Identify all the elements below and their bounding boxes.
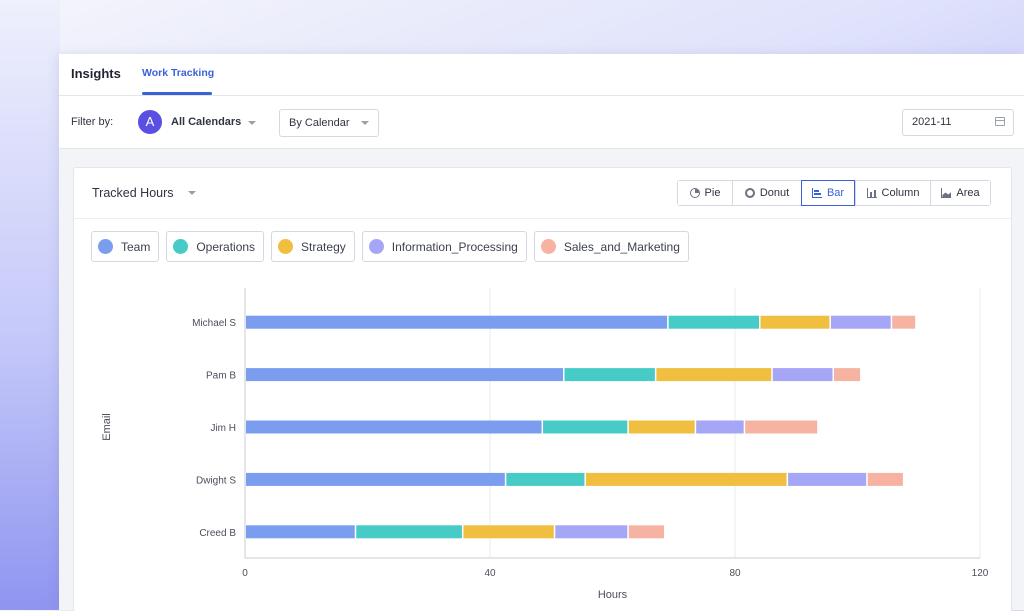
bar-segment <box>628 525 665 539</box>
chart-type-column[interactable]: Column <box>855 181 930 205</box>
y-tick-label: Creed B <box>199 528 236 539</box>
app-window: Insights Work Tracking Filter by: A All … <box>59 54 1024 611</box>
pie-chart-icon <box>689 188 700 198</box>
y-tick-label: Jim H <box>210 423 236 434</box>
legend-swatch <box>278 239 294 254</box>
y-tick-label: Pam B <box>206 371 236 382</box>
legend-swatch <box>98 239 113 254</box>
chevron-down-icon[interactable] <box>248 121 256 125</box>
filter-label: Filter by: <box>71 116 114 128</box>
legend-label: Team <box>121 239 151 254</box>
chart-type-label: Donut <box>759 187 790 199</box>
bar-segment <box>668 315 759 329</box>
bar-segment <box>463 525 554 539</box>
top-nav: Insights Work Tracking <box>59 54 1024 96</box>
tracked-hours-card: Tracked Hours Pie Donut Bar Column <box>73 167 1012 611</box>
x-tick-label: 0 <box>242 568 248 579</box>
bar-segment <box>867 472 903 486</box>
legend-item-team[interactable]: Team <box>91 231 160 262</box>
chart-legend: Team Operations Strategy Information_Pro… <box>91 231 689 262</box>
area-chart-icon <box>941 188 952 198</box>
bar-segment <box>246 525 355 539</box>
legend-item-strategy[interactable]: Strategy <box>271 231 355 262</box>
bar-chart-icon <box>811 188 822 198</box>
app-title: Insights <box>71 66 121 81</box>
bar-segment <box>656 368 772 382</box>
chart-type-label: Pie <box>704 187 721 199</box>
bar-segment <box>788 472 867 486</box>
x-tick-label: 80 <box>729 568 741 579</box>
chart-type-label: Area <box>956 187 980 199</box>
card-header: Tracked Hours Pie Donut Bar Column <box>74 168 1011 219</box>
legend-item-sales-and-marketing[interactable]: Sales_and_Marketing <box>533 231 689 262</box>
bar-segment <box>246 472 505 486</box>
legend-item-information-processing[interactable]: Information_Processing <box>361 231 527 262</box>
column-chart-icon <box>866 188 877 198</box>
bar-segment <box>246 368 563 382</box>
chart-type-switcher: Pie Donut Bar Column Area <box>677 180 991 206</box>
legend-label: Information_Processing <box>391 239 518 254</box>
legend-swatch <box>368 239 384 254</box>
group-by-value: By Calendar <box>289 117 350 129</box>
legend-label: Sales_and_Marketing <box>563 239 680 254</box>
calendar-dropdown[interactable]: All Calendars <box>171 116 242 128</box>
chart-type-donut[interactable]: Donut <box>732 181 801 205</box>
legend-swatch <box>540 239 556 254</box>
calendar-icon <box>995 117 1005 126</box>
chart-type-area[interactable]: Area <box>930 181 990 205</box>
y-tick-label: Michael S <box>192 318 236 329</box>
x-axis-title: Hours <box>598 589 628 601</box>
legend-swatch <box>173 239 189 254</box>
bar-segment <box>772 368 833 382</box>
y-axis-title: Email <box>101 413 113 441</box>
legend-item-operations[interactable]: Operations <box>166 231 265 262</box>
bar-segment <box>830 315 891 329</box>
active-tab-indicator <box>142 92 212 95</box>
month-value: 2021-11 <box>912 116 952 128</box>
x-tick-label: 40 <box>484 568 496 579</box>
bar-segment <box>356 525 462 539</box>
month-picker[interactable]: 2021-11 <box>902 109 1014 136</box>
bar-segment <box>892 315 916 329</box>
bar-segment <box>745 420 818 434</box>
chart-type-label: Column <box>881 187 920 199</box>
group-by-select[interactable]: By Calendar <box>279 109 379 137</box>
bar-segment <box>555 525 628 539</box>
donut-chart-icon <box>744 188 755 198</box>
chart-type-pie[interactable]: Pie <box>678 181 732 205</box>
x-tick-label: 120 <box>972 568 989 579</box>
bar-segment <box>628 420 695 434</box>
bar-segment <box>564 368 655 382</box>
card-title[interactable]: Tracked Hours <box>92 186 174 200</box>
chevron-down-icon[interactable] <box>188 191 196 195</box>
background-left <box>0 0 60 610</box>
legend-label: Strategy <box>301 239 346 254</box>
bar-segment <box>834 368 861 382</box>
avatar: A <box>138 110 162 134</box>
chart-type-label: Bar <box>826 187 845 199</box>
legend-label: Operations <box>196 239 256 254</box>
bar-segment <box>760 315 830 329</box>
y-tick-label: Dwight S <box>196 475 236 486</box>
bar-segment <box>585 472 787 486</box>
bar-segment <box>246 420 542 434</box>
chevron-down-icon <box>361 121 369 125</box>
filter-bar: Filter by: A All Calendars By Calendar 2… <box>59 96 1024 149</box>
bar-segment <box>696 420 744 434</box>
tracked-hours-bar-chart: 0 40 80 120 Michael S Pam B Jim H Dwight S Creed… <box>101 288 989 601</box>
tab-work-tracking[interactable]: Work Tracking <box>142 67 215 79</box>
bar-segment <box>506 472 585 486</box>
bar-segment <box>246 315 668 329</box>
bar-segment <box>543 420 628 434</box>
chart-type-bar[interactable]: Bar <box>801 180 855 206</box>
